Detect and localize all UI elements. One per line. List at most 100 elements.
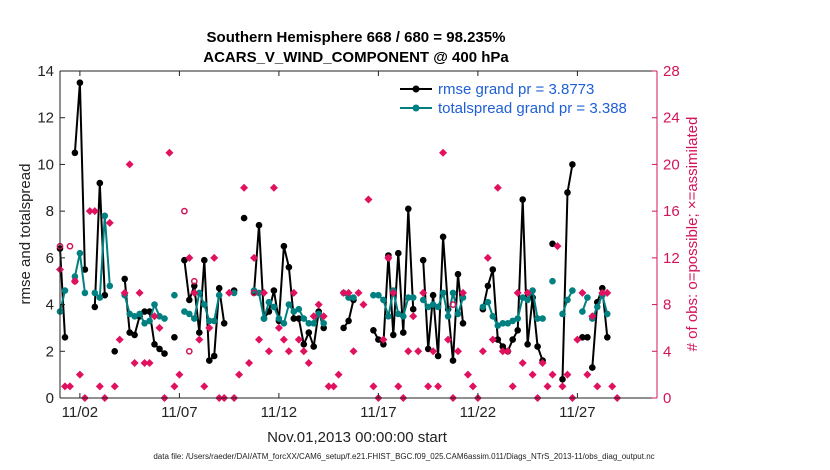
obs-assimilated-marker bbox=[314, 300, 323, 309]
obs-assimilated-marker bbox=[488, 335, 497, 344]
legend-totalspread-marker bbox=[412, 104, 420, 112]
obs-assimilated-marker bbox=[424, 382, 433, 391]
totalspread-point bbox=[484, 298, 492, 306]
rmse-point bbox=[171, 334, 178, 341]
y-tick-label-right: 28 bbox=[663, 63, 680, 80]
x-axis-label: Nov.01,2013 00:00:00 start bbox=[267, 429, 448, 446]
obs-assimilated-marker bbox=[289, 288, 298, 297]
legend-totalspread-label: totalspread grand pr = 3.388 bbox=[438, 100, 627, 117]
y-tick-label-left: 2 bbox=[46, 343, 54, 360]
obs-assimilated-marker bbox=[468, 382, 477, 391]
obs-assimilated-marker bbox=[444, 335, 453, 344]
obs-possible-marker bbox=[250, 289, 258, 297]
totalspread-point bbox=[141, 320, 148, 327]
x-tick-label: 11/02 bbox=[62, 404, 98, 421]
y-tick-label-right: 24 bbox=[663, 110, 680, 127]
obs-assimilated-marker bbox=[319, 312, 328, 321]
obs-assimilated-marker bbox=[364, 195, 373, 204]
obs-assimilated-marker bbox=[309, 312, 318, 321]
rmse-point bbox=[519, 196, 526, 203]
plot-area bbox=[60, 71, 657, 398]
totalspread-point bbox=[419, 296, 427, 304]
rmse-point bbox=[429, 291, 437, 299]
totalspread-point bbox=[126, 310, 133, 318]
totalspread-point bbox=[275, 315, 283, 322]
totalspread-point bbox=[604, 310, 611, 318]
obs-assimilated-marker bbox=[583, 370, 592, 379]
totalspread-point bbox=[181, 308, 188, 315]
totalspread-point bbox=[280, 320, 288, 327]
rmse-point bbox=[101, 291, 109, 299]
totalspread-point bbox=[295, 305, 303, 313]
totalspread-point bbox=[594, 303, 601, 311]
obs-assimilated-marker bbox=[558, 382, 567, 391]
obs-assimilated-marker bbox=[200, 382, 209, 391]
totalspread-point bbox=[449, 289, 457, 297]
rmse-point bbox=[380, 341, 387, 348]
y-tick-label-left: 4 bbox=[46, 297, 54, 314]
obs-assimilated-marker bbox=[598, 288, 607, 297]
totalspread-point bbox=[131, 313, 138, 320]
obs-assimilated-marker bbox=[538, 358, 547, 367]
obs-assimilated-marker bbox=[294, 335, 303, 344]
legend-box bbox=[390, 76, 650, 122]
rmse-point bbox=[514, 327, 521, 334]
obs-assimilated-marker bbox=[90, 207, 99, 216]
totalspread-point bbox=[564, 296, 571, 304]
obs-assimilated-marker bbox=[379, 335, 388, 344]
totalspread-point bbox=[320, 320, 328, 327]
obs-possible-marker bbox=[185, 347, 193, 355]
rmse-point bbox=[534, 343, 541, 350]
rmse-point bbox=[340, 324, 347, 332]
totalspread-point bbox=[265, 298, 273, 306]
rmse-point bbox=[449, 357, 457, 364]
totalspread-point bbox=[444, 313, 452, 320]
obs-assimilated-marker bbox=[349, 347, 358, 356]
obs-assimilated-marker bbox=[548, 370, 557, 379]
rmse-point bbox=[409, 305, 417, 313]
x-tick-label: 11/12 bbox=[261, 404, 297, 421]
rmse-point bbox=[599, 284, 606, 292]
totalspread-point bbox=[534, 315, 541, 322]
rmse-point bbox=[121, 275, 128, 283]
rmse-point bbox=[191, 282, 198, 290]
obs-assimilated-marker bbox=[369, 382, 378, 391]
totalspread-point bbox=[459, 294, 467, 301]
rmse-point bbox=[270, 287, 278, 294]
obs-assimilated-marker bbox=[429, 347, 438, 356]
obs-assimilated-marker bbox=[434, 382, 443, 391]
rmse-point bbox=[91, 303, 99, 311]
rmse-point bbox=[210, 352, 218, 360]
rmse-point bbox=[320, 324, 328, 332]
obs-assimilated-marker bbox=[553, 242, 562, 251]
totalspread-point bbox=[579, 308, 586, 315]
y-tick-label-right: 8 bbox=[663, 297, 671, 314]
obs-possible-marker bbox=[449, 301, 457, 308]
y-axis-label-right: # of obs: o=possible; ×=assimilated bbox=[684, 117, 701, 352]
rmse-point bbox=[215, 284, 223, 292]
totalspread-point bbox=[380, 296, 387, 304]
totalspread-point bbox=[101, 212, 109, 220]
obs-assimilated-marker bbox=[578, 288, 587, 297]
totalspread-point bbox=[146, 317, 153, 325]
rmse-point bbox=[434, 352, 442, 360]
totalspread-point bbox=[370, 291, 377, 299]
rmse-point bbox=[509, 336, 516, 343]
rmse-point bbox=[395, 249, 402, 257]
totalspread-point bbox=[405, 294, 412, 301]
obs-possible-marker bbox=[181, 207, 188, 215]
rmse-point bbox=[305, 329, 313, 336]
rmse-point bbox=[76, 79, 84, 86]
obs-assimilated-marker bbox=[419, 288, 428, 297]
y-axis-label-left: rmse and totalspread bbox=[17, 164, 34, 305]
obs-assimilated-marker bbox=[543, 382, 552, 391]
rmse-line-segment bbox=[59, 248, 66, 338]
rmse-point bbox=[196, 329, 203, 336]
totalspread-point bbox=[230, 289, 238, 297]
rmse-point bbox=[424, 345, 432, 353]
obs-assimilated-marker bbox=[463, 370, 472, 379]
totalspread-line-segment bbox=[59, 290, 66, 312]
obs-assimilated-marker bbox=[115, 335, 124, 344]
rmse-point bbox=[161, 350, 168, 357]
